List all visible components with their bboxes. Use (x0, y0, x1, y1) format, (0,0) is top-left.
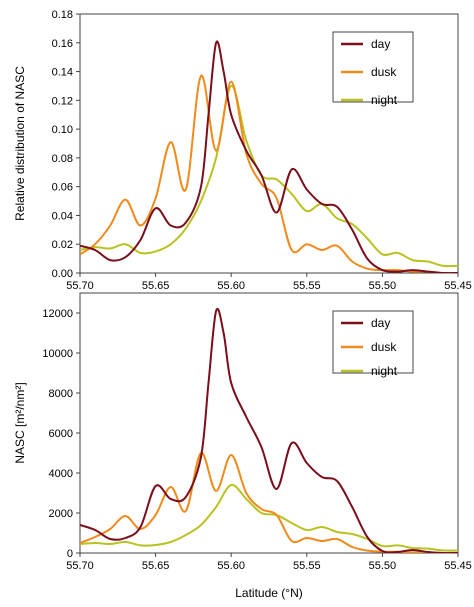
y-tick-label: 8000 (49, 388, 73, 400)
y-tick-label: 12000 (42, 308, 73, 320)
legend-label-dusk: dusk (371, 65, 397, 79)
x-tick-label: 55.45 (444, 280, 472, 292)
y-tick-label: 0.04 (52, 210, 73, 222)
series-line-day (80, 40, 458, 273)
legend (332, 310, 414, 374)
y-tick-label: 0 (67, 548, 73, 560)
x-tick-label: 55.55 (293, 280, 321, 292)
y-tick-label: 0.06 (52, 182, 73, 194)
x-tick-label: 55.55 (293, 560, 321, 572)
y-tick-label: 0.00 (52, 268, 73, 280)
y-tick-label: 0.18 (52, 9, 73, 21)
x-tick-label: 55.50 (369, 280, 397, 292)
legend-label-day: day (371, 37, 390, 51)
y-tick-label: 0.16 (52, 38, 73, 50)
y-tick-label: 0.02 (52, 239, 73, 251)
series-line-dusk (80, 74, 458, 273)
y-tick-label: 10000 (42, 348, 73, 360)
y-tick-label: 4000 (49, 468, 73, 480)
legend-label-night: night (371, 93, 398, 107)
y-tick-label: 0.12 (52, 95, 73, 107)
x-tick-label: 55.60 (217, 280, 245, 292)
x-tick-label: 55.65 (142, 560, 170, 572)
chart-relative-distribution: 0.00 0.02 0.04 0.06 0.08 0.10 0.12 0.14 0.16 0.18… (13, 9, 472, 292)
x-tick-label: 55.70 (66, 560, 94, 572)
y-tick-label: 6000 (49, 428, 73, 440)
y-tick-label: 2000 (49, 508, 73, 520)
y-tick-label: 0.08 (52, 153, 73, 165)
x-tick-label: 55.65 (142, 280, 170, 292)
series-line-night (80, 84, 458, 268)
x-axis-label: Latitude (°N) (235, 586, 303, 600)
legend-label-night: night (371, 364, 398, 378)
x-tick-label: 55.50 (369, 560, 397, 572)
series-line-night (80, 483, 458, 552)
y-tick-label: 0.14 (52, 67, 73, 79)
x-tick-label: 55.70 (66, 280, 94, 292)
legend-label-day: day (371, 316, 390, 330)
y-axis-label: NASC [m²/nm²] (13, 382, 27, 463)
y-axis-label: Relative distribution of NASC (13, 66, 27, 221)
x-tick-label: 55.60 (217, 560, 245, 572)
chart-nasc: 0 2000 4000 6000 8000 10000 12000 55.70 55.65 55.… (13, 292, 472, 600)
series-line-day (80, 308, 458, 553)
legend-label-dusk: dusk (371, 340, 397, 354)
y-tick-label: 0.10 (52, 124, 73, 136)
x-tick-label: 55.45 (444, 560, 472, 572)
